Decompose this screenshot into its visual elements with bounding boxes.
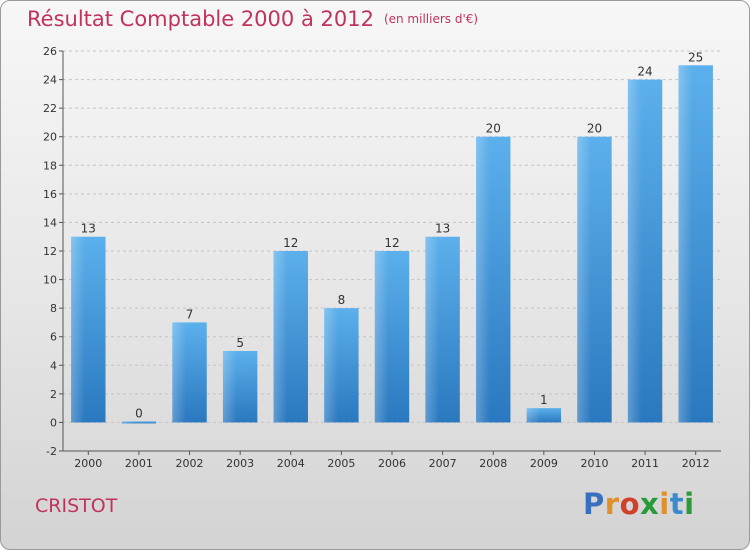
x-tick-label-2011: 2011: [631, 457, 659, 470]
logo-letter: r: [604, 487, 620, 521]
data-label-2001: 0: [135, 406, 143, 420]
proxiti-logo: Proxiti: [583, 487, 695, 521]
y-tick-label: 8: [50, 302, 57, 315]
bar-highlight-2008: [476, 136, 511, 423]
y-tick-label: 18: [43, 159, 57, 172]
logo-letter: P: [583, 487, 605, 521]
y-tick-label: 22: [43, 102, 57, 115]
y-tick-label: 24: [43, 74, 57, 87]
data-label-2000: 13: [81, 222, 96, 236]
logo-letter: i: [684, 487, 695, 521]
data-label-2005: 8: [338, 293, 346, 307]
x-tick-label-2009: 2009: [530, 457, 558, 470]
bar-highlight-2004: [273, 251, 308, 423]
y-tick-label: 20: [43, 131, 57, 144]
data-label-2011: 24: [637, 65, 652, 79]
x-tick-label-2005: 2005: [327, 457, 355, 470]
y-tick-label: 4: [50, 359, 57, 372]
bar-highlight-2011: [627, 79, 663, 423]
chart-title-text: Résultat Comptable 2000 à 2012: [27, 7, 374, 31]
x-tick-label-2003: 2003: [226, 457, 254, 470]
data-label-2004: 12: [283, 236, 298, 250]
y-tick-label: 0: [50, 416, 57, 429]
x-tick-label-2007: 2007: [429, 457, 457, 470]
x-tick-label-2006: 2006: [378, 457, 406, 470]
data-label-2007: 13: [435, 222, 450, 236]
bar-highlight-2007: [425, 236, 460, 423]
x-tick-label-2010: 2010: [580, 457, 608, 470]
x-tick-label-2001: 2001: [125, 457, 153, 470]
bar-highlight-2005: [324, 308, 359, 423]
logo-letter: o: [619, 487, 641, 521]
logo-letter: i: [659, 487, 670, 521]
y-tick-label: 14: [43, 216, 57, 229]
bar-highlight-2001: [121, 421, 157, 424]
logo-letter: x: [640, 487, 660, 521]
x-tick-label-2004: 2004: [277, 457, 305, 470]
logo-letter: t: [669, 487, 685, 521]
y-tick-label: 16: [43, 188, 57, 201]
bar-highlight-2010: [577, 136, 612, 423]
bar-highlight-2003: [222, 351, 258, 423]
data-label-2009: 1: [540, 393, 548, 407]
bar-highlight-2009: [526, 408, 562, 423]
chart-title: Résultat Comptable 2000 à 2012 (en millie…: [27, 7, 478, 31]
data-label-2008: 20: [486, 122, 501, 136]
data-label-2010: 20: [587, 122, 602, 136]
bar-highlight-2000: [71, 236, 106, 423]
bar-highlight-2012: [678, 65, 713, 423]
y-tick-label: 2: [50, 388, 57, 401]
data-label-2006: 12: [384, 236, 399, 250]
y-tick-label: 12: [43, 245, 57, 258]
data-label-2012: 25: [688, 50, 703, 64]
y-tick-label: 26: [43, 45, 57, 58]
x-tick-label-2000: 2000: [74, 457, 102, 470]
x-tick-label-2002: 2002: [176, 457, 204, 470]
place-name: CRISTOT: [35, 495, 118, 517]
x-tick-label-2012: 2012: [682, 457, 710, 470]
x-tick-label-2008: 2008: [479, 457, 507, 470]
y-tick-label: 6: [50, 331, 57, 344]
data-label-2003: 5: [236, 336, 244, 350]
y-tick-label: 10: [43, 274, 57, 287]
bar-highlight-2002: [172, 322, 207, 423]
chart-subtitle: (en milliers d'€): [383, 12, 479, 26]
data-label-2002: 7: [186, 307, 194, 321]
bar-highlight-2006: [374, 251, 410, 423]
y-tick-label: -2: [46, 445, 57, 458]
